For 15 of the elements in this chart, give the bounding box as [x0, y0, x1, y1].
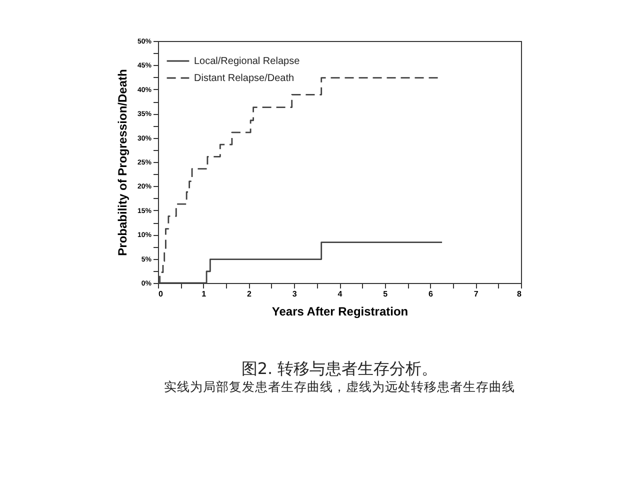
x-tick-label: 3	[292, 290, 298, 298]
x-axis-title: Years After Registration	[272, 304, 408, 318]
x-tick-label: 8	[517, 290, 522, 298]
x-tick-label: 2	[247, 290, 252, 298]
x-tick-label: 6	[428, 290, 434, 298]
x-tick-label: 4	[338, 290, 343, 298]
x-tick-label: 1	[202, 290, 207, 298]
x-tick-label: 5	[383, 290, 388, 298]
text: 实线为局部复发患者生存曲线，虚线为远处转移患者生存曲线	[164, 379, 515, 394]
legend-label: Distant Relapse/Death	[194, 73, 294, 84]
y-axis-title: Probability of Progression/Death	[115, 69, 130, 256]
x-tick-label: 7	[474, 290, 479, 298]
legend-label: Local/Regional Relapse	[194, 56, 300, 67]
x-tick-label: 0	[158, 290, 164, 298]
text: 图2. 转移与患者生存分析。	[241, 359, 438, 378]
